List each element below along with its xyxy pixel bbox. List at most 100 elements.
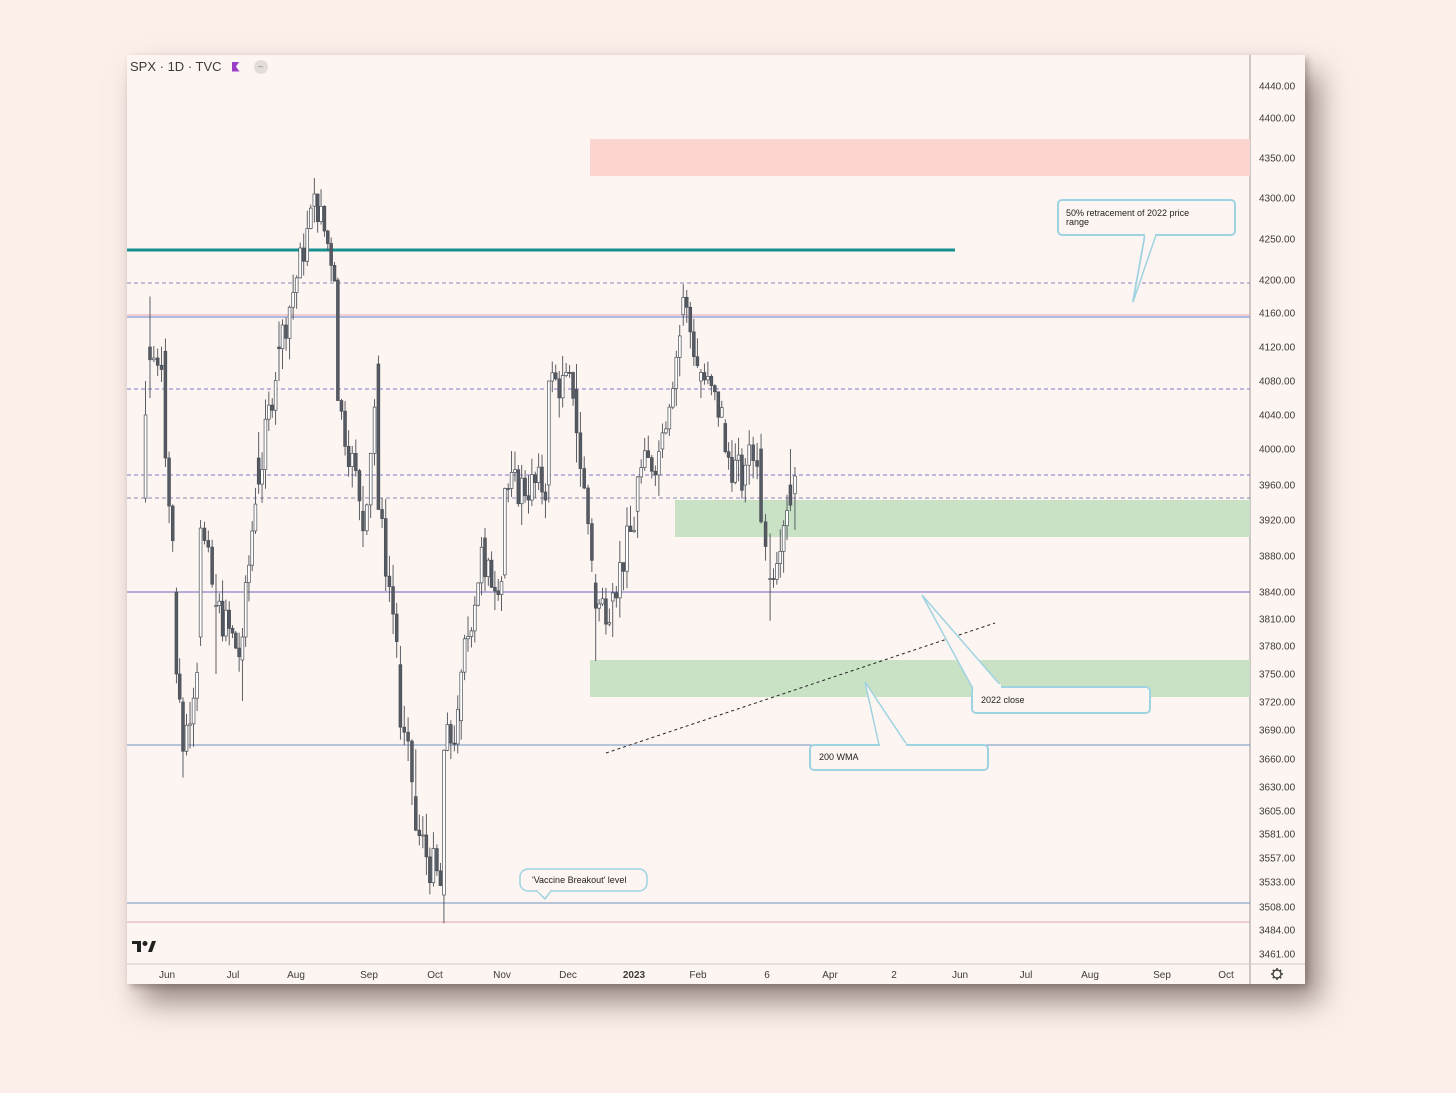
- time-axis[interactable]: Jun Jul Aug Sep Oct Nov Dec 2023 Feb 6 Apr 2 Jun Jul A…: [159, 970, 1234, 981]
- candle-up[interactable]: [263, 418, 268, 470]
- candle-down[interactable]: [284, 324, 288, 339]
- candle-down[interactable]: [167, 457, 171, 507]
- candle-down[interactable]: [428, 856, 432, 884]
- candle-up[interactable]: [785, 510, 789, 527]
- candle-up[interactable]: [547, 380, 551, 486]
- candle-down[interactable]: [763, 521, 768, 547]
- candle-up[interactable]: [217, 600, 222, 606]
- candle-down[interactable]: [227, 609, 231, 629]
- candle-up[interactable]: [778, 550, 783, 564]
- candle-up[interactable]: [720, 407, 724, 418]
- candle-up[interactable]: [642, 450, 647, 468]
- candle-down[interactable]: [496, 590, 500, 595]
- candle-up[interactable]: [706, 376, 710, 381]
- candle-up[interactable]: [287, 306, 292, 339]
- callout-200-wma[interactable]: 200 WMA: [809, 681, 989, 771]
- candle-up[interactable]: [273, 380, 278, 411]
- candle-down[interactable]: [383, 518, 388, 577]
- candle-down[interactable]: [723, 423, 728, 453]
- candle-down[interactable]: [394, 613, 399, 642]
- candle-up[interactable]: [639, 467, 643, 478]
- candle-up[interactable]: [519, 477, 524, 505]
- candle-up[interactable]: [530, 474, 534, 501]
- candle-down[interactable]: [759, 448, 763, 523]
- candle-up[interactable]: [152, 357, 156, 361]
- candle-up[interactable]: [319, 205, 323, 222]
- candle-down[interactable]: [326, 230, 330, 244]
- candle-down[interactable]: [709, 376, 714, 386]
- candle-down[interactable]: [685, 296, 689, 308]
- candle-up[interactable]: [253, 503, 258, 532]
- candle-down[interactable]: [646, 450, 651, 458]
- candle-up[interactable]: [459, 671, 463, 722]
- candle-down[interactable]: [170, 505, 175, 541]
- candle-down[interactable]: [234, 632, 238, 649]
- candle-down[interactable]: [332, 265, 337, 282]
- candle-down[interactable]: [237, 647, 241, 658]
- candle-up[interactable]: [509, 472, 514, 489]
- candle-down[interactable]: [339, 400, 344, 412]
- candle-up[interactable]: [667, 406, 672, 430]
- candle-up[interactable]: [479, 546, 484, 584]
- collapse-icon[interactable]: –: [253, 59, 268, 74]
- candle-up[interactable]: [456, 708, 460, 745]
- candle-up[interactable]: [191, 697, 196, 725]
- candle-up[interactable]: [671, 388, 675, 408]
- candle-up[interactable]: [260, 469, 264, 485]
- candle-down[interactable]: [578, 432, 583, 469]
- candle-up[interactable]: [775, 563, 779, 580]
- symbol-title[interactable]: SPX · 1D · TVC: [130, 59, 222, 74]
- candle-down[interactable]: [516, 469, 521, 505]
- candle-up[interactable]: [733, 459, 738, 483]
- candle-down[interactable]: [435, 848, 439, 872]
- candle-down[interactable]: [163, 350, 168, 459]
- candle-down[interactable]: [210, 546, 214, 585]
- candle-up[interactable]: [312, 193, 317, 207]
- candle-up[interactable]: [247, 564, 251, 583]
- candle-down[interactable]: [553, 372, 558, 380]
- candle-down[interactable]: [586, 487, 590, 525]
- candle-up[interactable]: [421, 834, 425, 837]
- candle-up[interactable]: [267, 404, 271, 420]
- candle-down[interactable]: [354, 452, 358, 471]
- candle-up[interactable]: [747, 444, 751, 466]
- candle-up[interactable]: [350, 452, 354, 467]
- candle-down[interactable]: [523, 477, 527, 497]
- candle-down[interactable]: [571, 372, 575, 399]
- candle-down[interactable]: [567, 372, 572, 374]
- candle-down[interactable]: [702, 372, 707, 381]
- candle-up[interactable]: [280, 324, 285, 350]
- candle-up[interactable]: [486, 559, 491, 578]
- candle-up[interactable]: [188, 723, 192, 726]
- candle-down[interactable]: [533, 474, 538, 483]
- candle-up[interactable]: [677, 335, 682, 358]
- candle-up[interactable]: [781, 525, 786, 552]
- candle-down[interactable]: [402, 726, 407, 733]
- candle-down[interactable]: [329, 243, 333, 266]
- candlestick-chart[interactable]: 50% retracement of 2022 price range 2022…: [127, 55, 1305, 984]
- candle-down[interactable]: [387, 575, 392, 587]
- callout-vaccine-breakout[interactable]: 'Vaccine Breakout' level: [519, 868, 648, 901]
- dashed-trendline[interactable]: [605, 622, 996, 754]
- candle-up[interactable]: [699, 372, 703, 382]
- candle-down[interactable]: [206, 540, 211, 548]
- candle-up[interactable]: [291, 292, 295, 308]
- candle-down[interactable]: [346, 445, 351, 467]
- candle-up[interactable]: [250, 530, 254, 566]
- candle-down[interactable]: [628, 525, 633, 532]
- candle-down[interactable]: [614, 592, 619, 599]
- candle-down[interactable]: [506, 488, 510, 490]
- candle-up[interactable]: [618, 562, 622, 599]
- candle-down[interactable]: [380, 509, 384, 519]
- candle-down[interactable]: [593, 582, 598, 609]
- candle-down[interactable]: [406, 731, 410, 742]
- candle-up[interactable]: [365, 504, 369, 532]
- candle-up[interactable]: [743, 464, 748, 486]
- candle-up[interactable]: [473, 604, 477, 632]
- candle-up[interactable]: [368, 452, 373, 506]
- candle-up[interactable]: [243, 582, 248, 638]
- candle-down[interactable]: [740, 454, 744, 491]
- candle-up[interactable]: [632, 530, 636, 532]
- candle-down[interactable]: [688, 306, 693, 333]
- candle-down[interactable]: [159, 364, 164, 370]
